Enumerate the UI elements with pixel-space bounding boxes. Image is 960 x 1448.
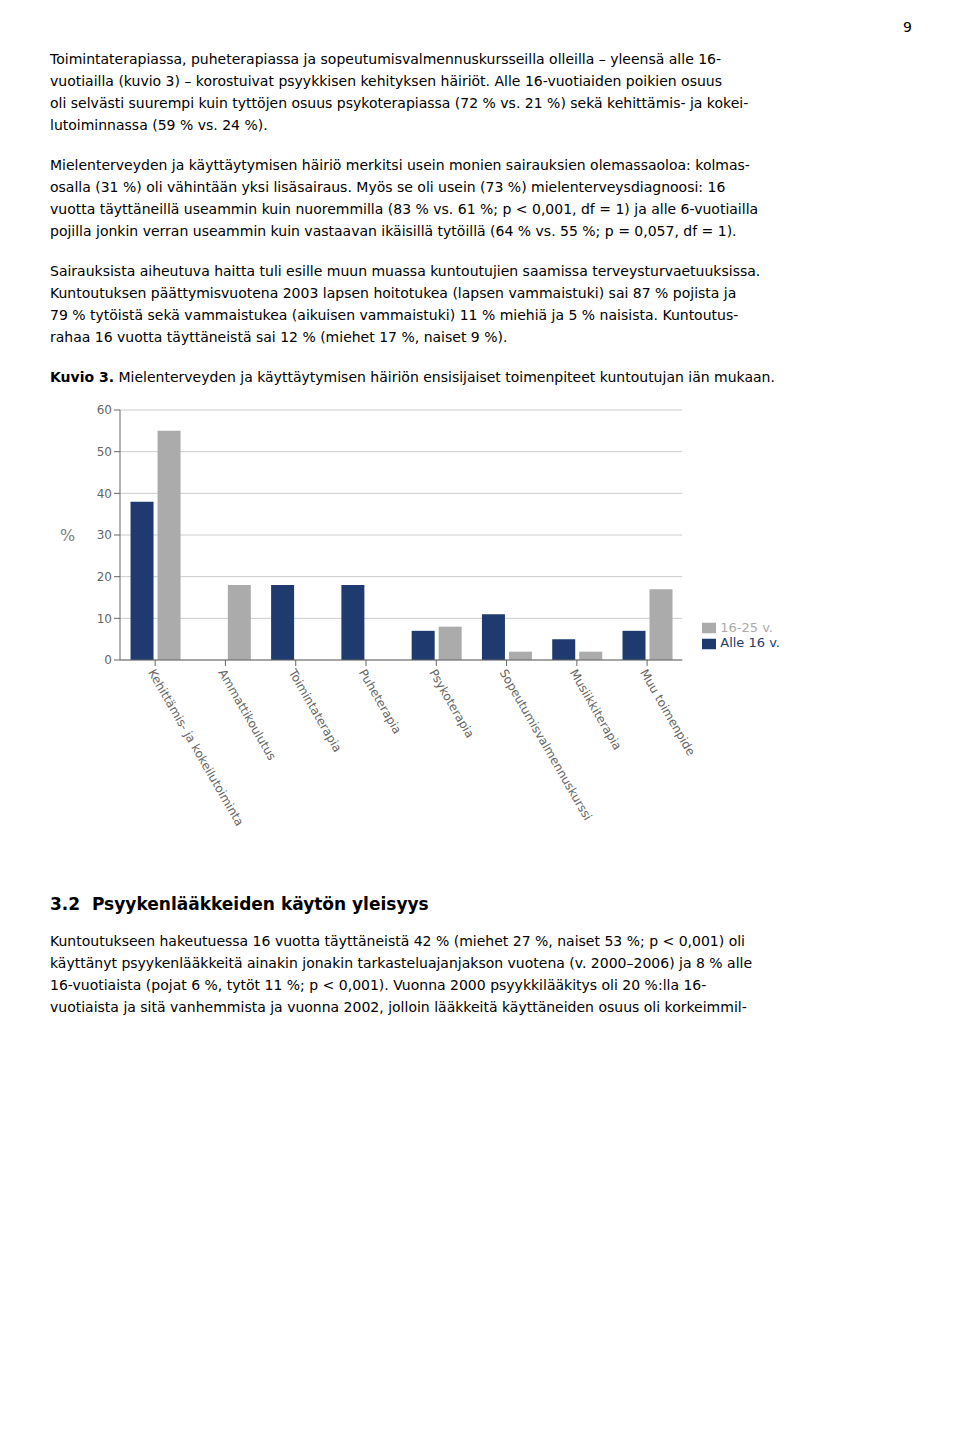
html-text:9: 9 [903, 19, 912, 35]
html-text:vuotta täyttäneillä useammin k: vuotta täyttäneillä useammin kuin nuorem… [50, 201, 759, 217]
html-text:pojilla jonkin verran useammin: pojilla jonkin verran useammin kuin vast… [50, 223, 737, 239]
html-text:Sairauksista aiheutuva haitta: Sairauksista aiheutuva haitta tuli esill… [50, 263, 761, 279]
svg-text:30: 30 [97, 528, 112, 542]
svg-text:60: 60 [97, 403, 112, 417]
html-text:osalla (31 %) oli vähintään yk: osalla (31 %) oli vähintään yksi lisäsai… [50, 179, 726, 195]
html-text:Alle 16 v.: Alle 16 v. [720, 635, 780, 650]
html-text:vuotiailla (kuvio 3) – korostu: vuotiailla (kuvio 3) – korostuivat psyyk… [50, 73, 722, 89]
html-text:16-25 v.: 16-25 v. [720, 619, 773, 635]
html-text:oli selvästi suurempi kuin tyt: oli selvästi suurempi kuin tyttöjen osuu… [50, 95, 749, 111]
svg-text:40: 40 [97, 487, 112, 501]
svg-text:Muu toimenpide: Muu toimenpide [637, 667, 698, 758]
svg-text:0: 0 [104, 653, 112, 667]
html-text:Mielenterveyden ja käyttäytymi: Mielenterveyden ja käyttäytymisen häiriö… [50, 157, 750, 173]
svg-text:Toimintaterapia: Toimintaterapia [285, 666, 344, 755]
svg-text:Musiikkiterapia: Musiikkiterapia [567, 667, 625, 753]
svg-text:50: 50 [97, 445, 112, 459]
html-text:79 % tytöistä sekä vammaistuke: 79 % tytöistä sekä vammaistukea (aikuise… [50, 307, 739, 323]
html-text:16-vuotiaista (pojat 6 %, tytö: 16-vuotiaista (pojat 6 %, tytöt 11 %; p … [50, 977, 707, 993]
svg-text:20: 20 [97, 570, 112, 584]
html-text:lutoiminnassa (59 % vs. 24 %).: lutoiminnassa (59 % vs. 24 %). [50, 117, 268, 133]
svg-text:Puheterapia: Puheterapia [356, 667, 404, 737]
html-text:Kuntoutuksen päättymisvuotena: Kuntoutuksen päättymisvuotena 2003 lapse… [50, 285, 737, 301]
svg-text:%: % [60, 526, 75, 545]
html-text:Toimintaterapiassa, puheterapi: Toimintaterapiassa, puheterapiassa ja so… [50, 51, 722, 67]
html-text:käyttänyt psyykenlääkkeitä ain: käyttänyt psyykenlääkkeitä ainakin jonak… [50, 955, 752, 971]
html-text:vuotiaista ja sitä vanhemmista: vuotiaista ja sitä vanhemmista ja vuonna… [50, 999, 747, 1015]
svg-text:Sopeutumisvalmennuskurssi: Sopeutumisvalmennuskurssi [496, 666, 595, 823]
svg-text:10: 10 [97, 612, 112, 626]
svg-text:Psykoterapia: Psykoterapia [426, 667, 477, 741]
svg-text:Kehittämis- ja kokeilutoiminta: Kehittämis- ja kokeilutoiminta [145, 666, 247, 829]
html-text:rahaa 16 vuotta täyttäneistä s: rahaa 16 vuotta täyttäneistä sai 12 % (m… [50, 329, 508, 345]
html-text:3.2 Psyykenlääkkeiden käytön y: 3.2 Psyykenlääkkeiden käytön yleisyys [50, 894, 429, 914]
html-text:Kuvio 3. Mielenterveyden ja kä: Kuvio 3. Mielenterveyden ja käyttäytymis… [50, 369, 775, 385]
svg-text:Ammattikoulutus: Ammattikoulutus [215, 667, 278, 763]
html-text:Kuntoutukseen hakeutuessa 16 v: Kuntoutukseen hakeutuessa 16 vuotta täyt… [50, 933, 745, 949]
